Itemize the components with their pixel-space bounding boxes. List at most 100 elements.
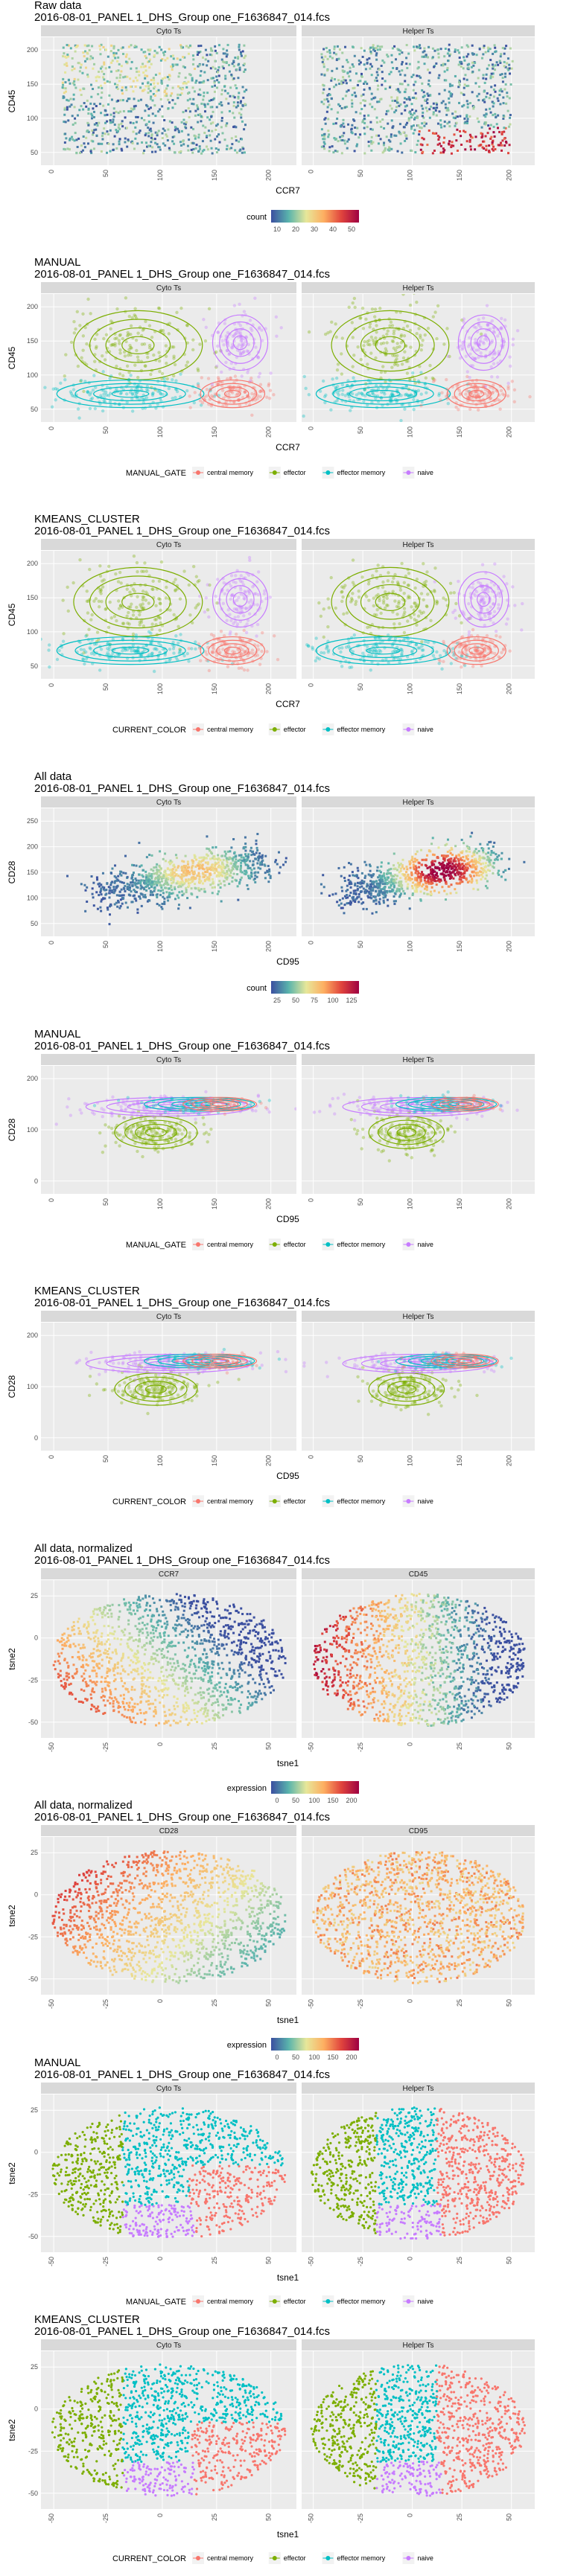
hex-bin (351, 128, 353, 130)
data-point (398, 661, 401, 664)
data-point (435, 337, 438, 340)
hex-bin (116, 60, 118, 63)
data-point (66, 586, 69, 589)
hex-bin (243, 45, 245, 47)
hex-bin (413, 132, 415, 135)
hex-bin (207, 854, 209, 857)
data-point (39, 638, 42, 641)
hex-bin (168, 147, 171, 150)
data-point (384, 607, 387, 610)
hex-bin (408, 119, 410, 121)
data-point (121, 337, 124, 340)
data-point (385, 350, 388, 353)
data-point (150, 627, 153, 630)
hex-bin (200, 94, 202, 96)
data-point (422, 598, 425, 601)
hex-bin (119, 891, 121, 893)
data-point (157, 351, 160, 354)
hex-bin (100, 97, 102, 99)
hex-bin (379, 45, 381, 48)
data-point (403, 407, 406, 410)
hex-bin (322, 61, 324, 63)
data-point (194, 606, 197, 609)
hex-bin (474, 148, 476, 150)
hex-bin (187, 134, 189, 136)
hex-bin (197, 121, 199, 124)
hex-bin (147, 145, 150, 147)
data-point (420, 348, 423, 351)
hex-bin (503, 127, 505, 129)
hex-bin (107, 56, 109, 58)
hex-bin (124, 872, 127, 875)
hex-bin (86, 130, 89, 132)
data-point (245, 622, 248, 625)
hex-bin (249, 860, 251, 862)
data-point (421, 339, 424, 342)
data-point (240, 374, 243, 377)
hex-bin (224, 90, 226, 92)
hex-bin (369, 121, 372, 124)
hex-bin (177, 75, 179, 77)
hex-bin (206, 835, 208, 837)
hex-bin (320, 74, 322, 76)
data-point (484, 385, 487, 388)
hex-bin (202, 63, 204, 65)
hex-bin (217, 149, 220, 151)
hex-bin (366, 63, 369, 65)
hex-bin (461, 105, 463, 107)
hex-bin (390, 133, 393, 135)
data-point (106, 651, 109, 654)
x-tick-label: 0 (48, 683, 55, 687)
hex-bin (93, 116, 95, 118)
hex-bin (356, 127, 358, 130)
data-point (398, 345, 401, 348)
hex-bin (156, 134, 159, 136)
data-point (150, 622, 153, 625)
data-point (403, 607, 406, 610)
hex-bin (264, 855, 267, 857)
hex-bin (142, 83, 144, 85)
data-point (81, 657, 84, 660)
data-point (88, 393, 91, 396)
hex-bin (85, 137, 87, 139)
panel-subtitle: 2016-08-01_PANEL 1_DHS_Group one_F163684… (34, 782, 330, 795)
hex-bin (329, 55, 331, 57)
hex-bin (368, 145, 370, 147)
data-point (385, 341, 388, 344)
data-point (159, 601, 162, 604)
hex-bin (463, 94, 465, 96)
hex-bin (192, 86, 194, 89)
hex-bin (147, 132, 150, 134)
hex-bin (371, 106, 373, 108)
hex-bin (218, 103, 220, 105)
data-point (205, 326, 208, 329)
hex-bin (144, 77, 146, 80)
data-point (454, 616, 457, 619)
data-point (334, 322, 337, 325)
hex-bin (66, 54, 69, 56)
hex-bin (241, 55, 243, 57)
hex-bin (241, 856, 243, 858)
panel-title: All data (34, 770, 72, 783)
hex-bin (329, 94, 331, 96)
data-point (174, 396, 177, 399)
hex-bin (427, 68, 429, 71)
x-tick-label: 200 (265, 170, 273, 181)
data-point (235, 598, 238, 601)
hex-bin (479, 144, 481, 147)
data-point (477, 318, 480, 321)
hex-bin (158, 130, 160, 132)
hex-bin (447, 52, 449, 54)
hex-bin (502, 47, 504, 49)
hex-bin (244, 55, 247, 57)
hex-bin (182, 118, 185, 121)
hex-bin (439, 119, 442, 121)
hex-bin (504, 76, 506, 78)
hex-bin (285, 861, 287, 863)
hex-bin (480, 132, 482, 135)
hex-bin (464, 74, 466, 76)
hex-bin (240, 116, 242, 118)
hex-bin (396, 98, 398, 100)
hex-bin (401, 63, 403, 65)
hex-bin (363, 50, 366, 52)
